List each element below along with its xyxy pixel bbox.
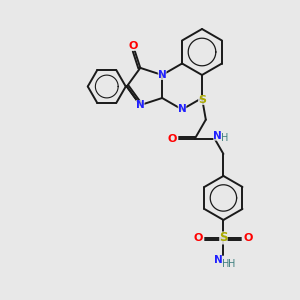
Text: O: O <box>194 233 203 243</box>
Text: N: N <box>178 104 187 115</box>
Text: H: H <box>222 259 229 269</box>
Text: S: S <box>219 232 228 244</box>
Text: N: N <box>214 255 223 265</box>
Text: S: S <box>198 95 206 105</box>
Text: O: O <box>128 41 138 51</box>
Text: H: H <box>228 259 235 269</box>
Text: N: N <box>136 100 145 110</box>
Text: H: H <box>221 133 228 143</box>
Text: O: O <box>167 134 176 144</box>
Text: O: O <box>244 233 253 243</box>
Text: N: N <box>158 70 167 80</box>
Text: N: N <box>213 131 222 141</box>
